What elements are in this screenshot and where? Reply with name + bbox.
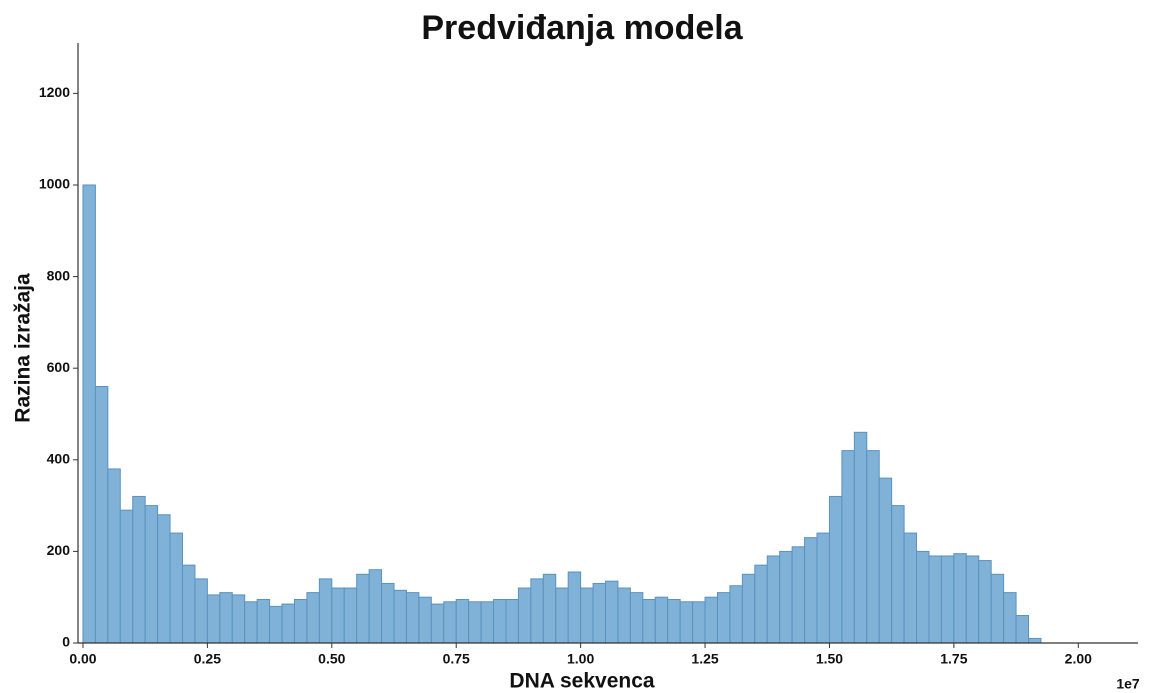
bar [430,603,445,644]
bar [816,532,830,644]
bar [219,592,233,644]
bar [667,598,681,644]
bar [804,537,818,644]
bar [405,592,420,644]
y-tick-label: 600 [47,359,71,375]
x-tick-label: 1.50 [816,651,843,667]
bar [629,592,644,644]
bar [940,555,955,644]
bar [953,553,967,644]
bar [828,495,843,644]
bar [468,601,482,644]
x-tick-label: 1.25 [691,651,718,667]
bar [779,550,793,644]
bar [393,589,407,644]
bar [692,601,706,644]
x-tick-label: 0.50 [318,651,345,667]
bar [256,598,271,644]
bar [455,598,470,644]
bar [841,450,855,644]
bar [505,598,519,644]
bar [269,605,283,644]
bar [580,587,594,644]
bar [642,598,656,644]
bar [132,495,146,644]
bar [853,431,868,644]
bar [716,592,731,644]
chart-title: Predviđanja modela [421,9,743,47]
bar [916,550,930,644]
bar [1003,592,1017,644]
bar [306,592,320,644]
bar [679,601,694,644]
x-tick-label: 1.00 [567,651,594,667]
bar [766,555,781,644]
bar [891,505,905,644]
bar [281,603,295,644]
bar [729,585,743,644]
bar [244,601,258,644]
bar [94,386,109,644]
bar [381,582,395,644]
y-tick-label: 400 [47,450,71,466]
bar [82,184,96,644]
bar [517,587,532,644]
bar [567,571,582,644]
bar [194,578,208,644]
bar [754,564,768,644]
x-tick-label: 0.25 [194,651,221,667]
bar [182,564,196,644]
x-tick-label: 0.00 [69,651,96,667]
y-tick-label: 0 [62,634,70,650]
bar [878,477,893,644]
bar [617,587,631,644]
bar [493,598,507,644]
x-offset-label: 1e7 [1116,676,1140,692]
bar [169,532,184,644]
y-tick-label: 1000 [39,176,70,192]
bar [530,578,544,644]
bar [231,594,246,644]
bar [356,573,370,644]
y-axis-label: Razina izražaja [12,273,35,423]
bar [741,573,756,644]
bar [418,596,432,644]
bar [704,596,718,644]
bar [555,587,569,644]
y-tick-label: 800 [47,267,71,283]
bar [866,450,880,644]
x-axis-label: DNA sekvenca [509,670,654,693]
bar [343,587,358,644]
bar [978,560,992,644]
bar [605,580,619,644]
bar [654,596,669,644]
bar [928,555,942,644]
bar [331,587,345,644]
x-tick-label: 1.75 [940,651,967,667]
bar [965,555,980,644]
bar [144,505,159,644]
bar [293,598,308,644]
bar [318,578,333,644]
bar [1015,615,1030,644]
bar [592,582,607,644]
bar [107,468,121,644]
bar [368,569,383,644]
bar [119,509,134,644]
bar [1028,637,1042,644]
bar [990,573,1005,644]
bar [542,573,557,644]
bar [480,601,495,644]
bar [157,514,171,644]
x-tick-label: 0.75 [443,651,470,667]
bar [206,594,221,644]
bar [443,601,457,644]
x-tick-label: 2.00 [1065,651,1092,667]
y-tick-label: 200 [47,542,71,558]
y-tick-label: 1200 [39,84,70,100]
bar [903,532,918,644]
bar [791,546,806,644]
